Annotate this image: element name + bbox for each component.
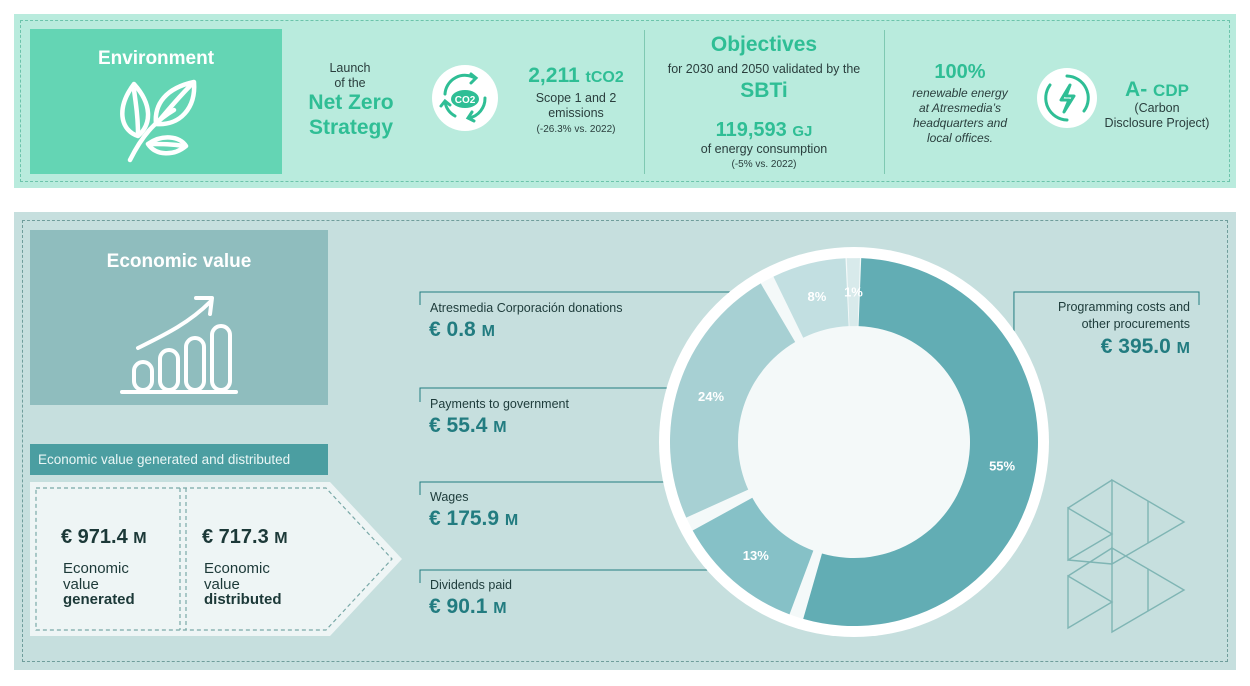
emissions-line2: emissions — [548, 106, 604, 120]
leader-wages — [419, 392, 701, 495]
value-government: € 55.4 M — [429, 414, 507, 437]
emissions-value: 2,211 tCO2 — [528, 64, 624, 87]
label-government: Payments to government — [430, 397, 569, 411]
leader-dividends — [419, 564, 749, 583]
donut-slice-3 — [773, 258, 849, 338]
generated-line2: value — [63, 576, 99, 593]
renewable-value: 100% — [934, 61, 986, 83]
net-zero-highlight2: Strategy — [308, 116, 394, 139]
energy-note: (-5% vs. 2022) — [731, 159, 797, 170]
donut-slice-2 — [670, 283, 796, 518]
net-zero-highlight1: Net Zero — [308, 91, 394, 114]
co2-icon-label: CO2 — [455, 95, 476, 106]
generated-line1: Economic — [63, 560, 129, 577]
net-zero-line1: Launch — [329, 61, 371, 75]
bar-growth-icon — [120, 296, 238, 394]
label-programming-line2: other procurements — [1081, 317, 1190, 331]
label-dividends: Dividends paid — [430, 578, 512, 592]
distributed-bold: distributed — [204, 591, 282, 608]
sbti-highlight: SBTi — [740, 79, 788, 102]
donut-slice-1 — [692, 497, 814, 615]
energy-value: 119,593 GJ — [715, 119, 813, 141]
distributed-line1: Economic — [204, 560, 270, 577]
cdp-value: A- CDP — [1125, 78, 1189, 101]
cdp-line2: Disclosure Project) — [1104, 116, 1210, 130]
net-zero-line2: of the — [334, 76, 366, 90]
lightning-icon — [1037, 68, 1097, 128]
economic-subtitle: Economic value generated and distributed — [30, 444, 328, 475]
donut-slice-4 — [846, 258, 860, 327]
economic-title: Economic value — [106, 251, 252, 272]
co2-recycle-icon: CO2 — [432, 65, 498, 131]
generated-bold: generated — [63, 591, 135, 608]
value-donations: € 0.8 M — [429, 318, 495, 341]
label-donations: Atresmedia Corporación donations — [430, 301, 623, 315]
donut-slice-0 — [803, 258, 1038, 626]
geometric-decoration — [1067, 478, 1186, 634]
generated-value: € 971.4 M — [61, 526, 147, 548]
value-cells-shape — [30, 482, 402, 636]
energy-line: of energy consumption — [700, 142, 828, 156]
emissions-note: (-26.3% vs. 2022) — [536, 124, 616, 135]
label-wages: Wages — [430, 490, 469, 504]
distributed-value: € 717.3 M — [202, 526, 288, 548]
emissions-line1: Scope 1 and 2 — [535, 91, 617, 105]
cdp-line1: (Carbon — [1134, 101, 1180, 115]
renewable-line4: local offices. — [926, 131, 994, 145]
leaves-icon — [120, 79, 197, 163]
donut-percent-label-2: 24% — [698, 389, 724, 404]
renewable-line2: at Atresmedia’s — [918, 101, 1002, 115]
donut-percent-label-1: 13% — [743, 548, 769, 563]
value-wages: € 175.9 M — [429, 507, 519, 530]
environment-title: Environment — [97, 48, 215, 69]
donut-percent-label-3: 8% — [808, 289, 827, 304]
label-programming-line1: Programming costs and — [1057, 300, 1190, 314]
objectives-title: Objectives — [710, 33, 818, 56]
donut-percent-label-4: 1% — [844, 285, 863, 300]
distributed-line2: value — [204, 576, 240, 593]
value-dividends: € 90.1 M — [429, 595, 507, 618]
objectives-line: for 2030 and 2050 validated by the — [667, 62, 861, 76]
donut-percent-label-0: 55% — [989, 458, 1015, 473]
value-programming: € 395.0 M — [1100, 335, 1190, 358]
renewable-line3: headquarters and — [912, 116, 1008, 130]
renewable-line1: renewable energy — [912, 86, 1008, 100]
